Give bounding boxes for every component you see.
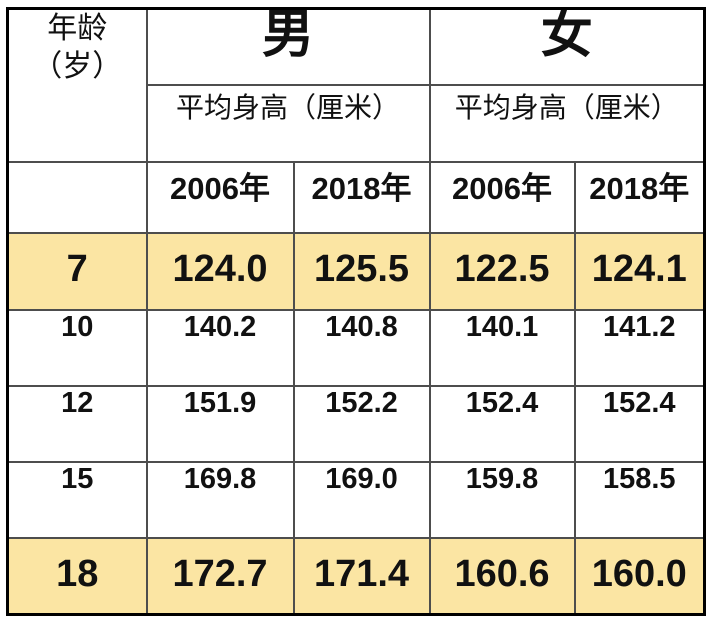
- female-subheader-cell: 平均身高（厘米）: [428, 83, 706, 163]
- header-row-sex: 年龄 （岁） 男 女: [6, 7, 706, 163]
- male-header-cell: 男: [145, 7, 431, 86]
- age-header-line1: 年龄: [47, 12, 108, 45]
- female-2018-value: 124.1: [573, 231, 706, 311]
- age-cell: 7: [6, 231, 148, 311]
- height-comparison-table: 年龄 （岁） 男 女 平均身高（厘米） 平均身高（厘米） 2006年 2018年…: [6, 7, 707, 616]
- female-2018-value: 158.5: [573, 460, 706, 539]
- table-row-age-12: 12 151.9 152.2 152.4 152.4: [6, 384, 706, 463]
- male-2018-value: 140.8: [292, 308, 431, 387]
- female-2006-year-header: 2006年: [428, 160, 576, 234]
- header-row-subtitle: 平均身高（厘米） 平均身高（厘米）: [8, 83, 706, 163]
- male-2018-year-header: 2018年: [292, 160, 431, 234]
- age-cell: 18: [6, 536, 148, 616]
- table-row-age-15: 15 169.8 169.0 159.8 158.5: [6, 460, 706, 539]
- table-row-age-10: 10 140.2 140.8 140.1 141.2: [6, 308, 706, 387]
- empty-corner-cell: [6, 160, 148, 234]
- age-cell: 10: [6, 308, 148, 387]
- female-2006-value: 122.5: [428, 231, 576, 311]
- male-2018-value: 125.5: [292, 231, 431, 311]
- male-2018-value: 169.0: [292, 460, 431, 539]
- male-2006-year-header: 2006年: [145, 160, 295, 234]
- male-2018-value: 152.2: [292, 384, 431, 463]
- age-cell: 15: [6, 460, 148, 539]
- female-2018-year-header: 2018年: [573, 160, 706, 234]
- age-header-cell: 年龄 （岁）: [6, 7, 148, 163]
- female-2018-value: 160.0: [573, 536, 706, 616]
- age-cell: 12: [6, 384, 148, 463]
- male-2006-value: 169.8: [145, 460, 295, 539]
- age-header-line2: （岁）: [32, 49, 123, 83]
- female-2006-value: 160.6: [428, 536, 576, 616]
- female-header-cell: 女: [428, 7, 706, 86]
- male-2006-value: 140.2: [145, 308, 295, 387]
- male-2006-value: 172.7: [145, 536, 295, 616]
- table-row-age-18: 18 172.7 171.4 160.6 160.0: [6, 536, 706, 616]
- female-2006-value: 152.4: [428, 384, 576, 463]
- female-2018-value: 141.2: [573, 308, 706, 387]
- male-subheader-cell: 平均身高（厘米）: [145, 83, 431, 163]
- header-row-years: 2006年 2018年 2006年 2018年: [6, 160, 706, 234]
- male-2006-value: 151.9: [145, 384, 295, 463]
- female-2018-value: 152.4: [573, 384, 706, 463]
- male-2006-value: 124.0: [145, 231, 295, 311]
- table-row-age-7: 7 124.0 125.5 122.5 124.1: [6, 231, 706, 311]
- female-2006-value: 159.8: [428, 460, 576, 539]
- female-2006-value: 140.1: [428, 308, 576, 387]
- male-2018-value: 171.4: [292, 536, 431, 616]
